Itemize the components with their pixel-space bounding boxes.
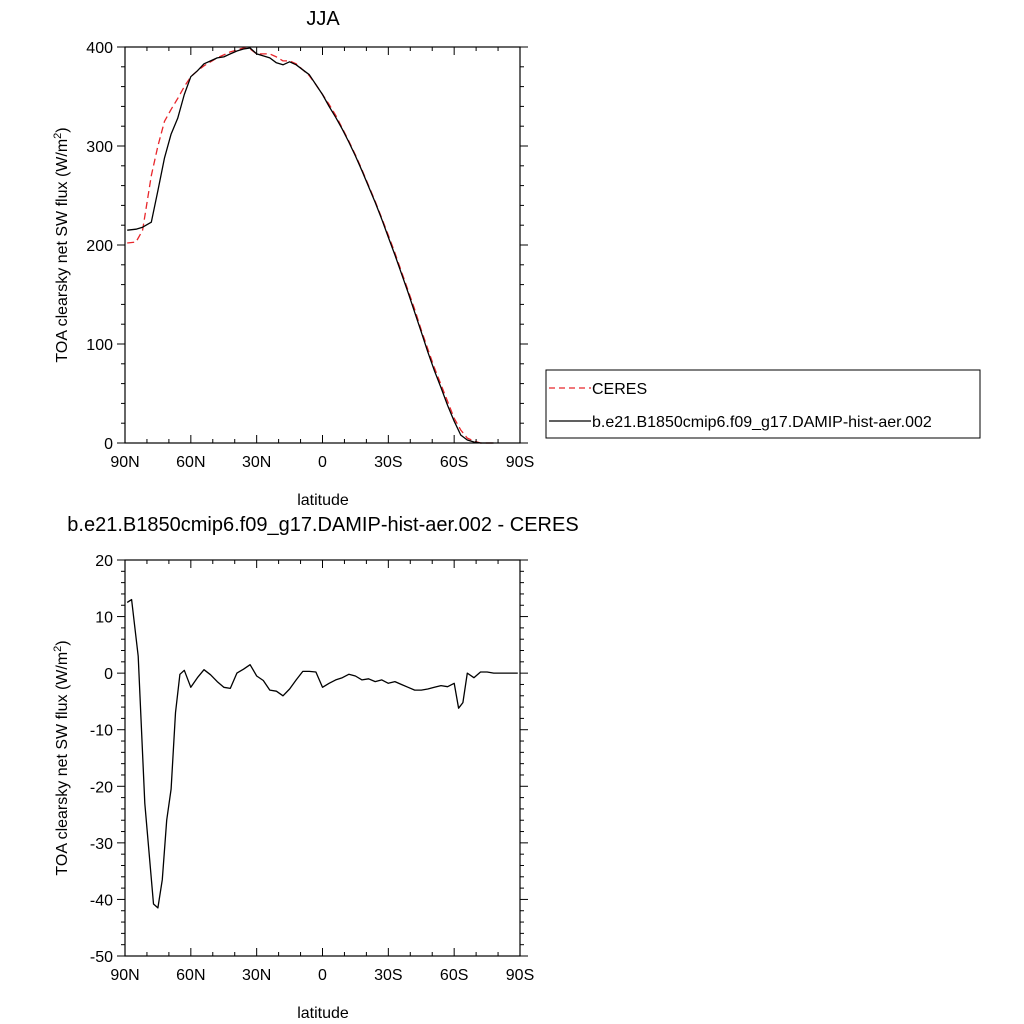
plot-frame <box>124 46 521 444</box>
x-tick-label: 30S <box>374 967 402 984</box>
legend: CERES b.e21.B1850cmip6.f09_g17.DAMIP-his… <box>545 369 981 439</box>
x-tick-label: 90N <box>110 454 139 471</box>
series-line-b-e21-b1850cmip6-f09-g17-damip <box>127 47 494 444</box>
legend-label-model: b.e21.B1850cmip6.f09_g17.DAMIP-hist-aer.… <box>592 414 932 431</box>
series-line-ceres <box>127 47 494 444</box>
y-axis-label: TOA clearsky net SW flux (W/m2) <box>52 640 71 875</box>
x-tick-label: 60S <box>440 967 468 984</box>
y-tick-label: 10 <box>95 610 113 627</box>
x-axis-label: latitude <box>297 492 349 509</box>
y-tick-label: 100 <box>86 337 113 354</box>
y-tick-label: -30 <box>90 836 113 853</box>
x-tick-label: 90S <box>506 967 534 984</box>
x-tick-label: 60N <box>176 967 205 984</box>
y-tick-label: -50 <box>90 949 113 966</box>
y-tick-label: 0 <box>104 436 113 453</box>
chart-difference: b.e21.B1850cmip6.f09_g17.DAMIP-hist-aer.… <box>52 514 579 1022</box>
y-tick-label: 20 <box>95 553 113 570</box>
legend-label-ceres: CERES <box>592 381 647 398</box>
chart-jja: JJA 90N 60N 30N 0 30S 60S 90S 0 100 200 300 400 lat… <box>52 8 981 509</box>
x-tick-label: 60S <box>440 454 468 471</box>
plot-frame <box>124 559 521 957</box>
x-tick-label: 60N <box>176 454 205 471</box>
y-axis-label: TOA clearsky net SW flux (W/m2) <box>52 127 71 362</box>
x-tick-label: 90S <box>506 454 534 471</box>
y-tick-label: 400 <box>86 40 113 57</box>
x-tick-label: 0 <box>318 967 327 984</box>
y-tick-label: -20 <box>90 779 113 796</box>
legend-box <box>545 369 981 439</box>
chart-title: b.e21.B1850cmip6.f09_g17.DAMIP-hist-aer.… <box>67 514 578 536</box>
y-tick-label: 300 <box>86 139 113 156</box>
x-tick-label: 90N <box>110 967 139 984</box>
y-tick-label: -10 <box>90 723 113 740</box>
y-tick-label: -40 <box>90 892 113 909</box>
x-axis-label: latitude <box>297 1005 349 1022</box>
chart-title: JJA <box>306 8 340 30</box>
x-tick-label: 30S <box>374 454 402 471</box>
x-tick-label: 30N <box>242 967 271 984</box>
y-tick-label: 0 <box>104 666 113 683</box>
series-line-difference <box>126 598 518 909</box>
x-tick-label: 0 <box>318 454 327 471</box>
x-tick-label: 30N <box>242 454 271 471</box>
y-tick-label: 200 <box>86 238 113 255</box>
